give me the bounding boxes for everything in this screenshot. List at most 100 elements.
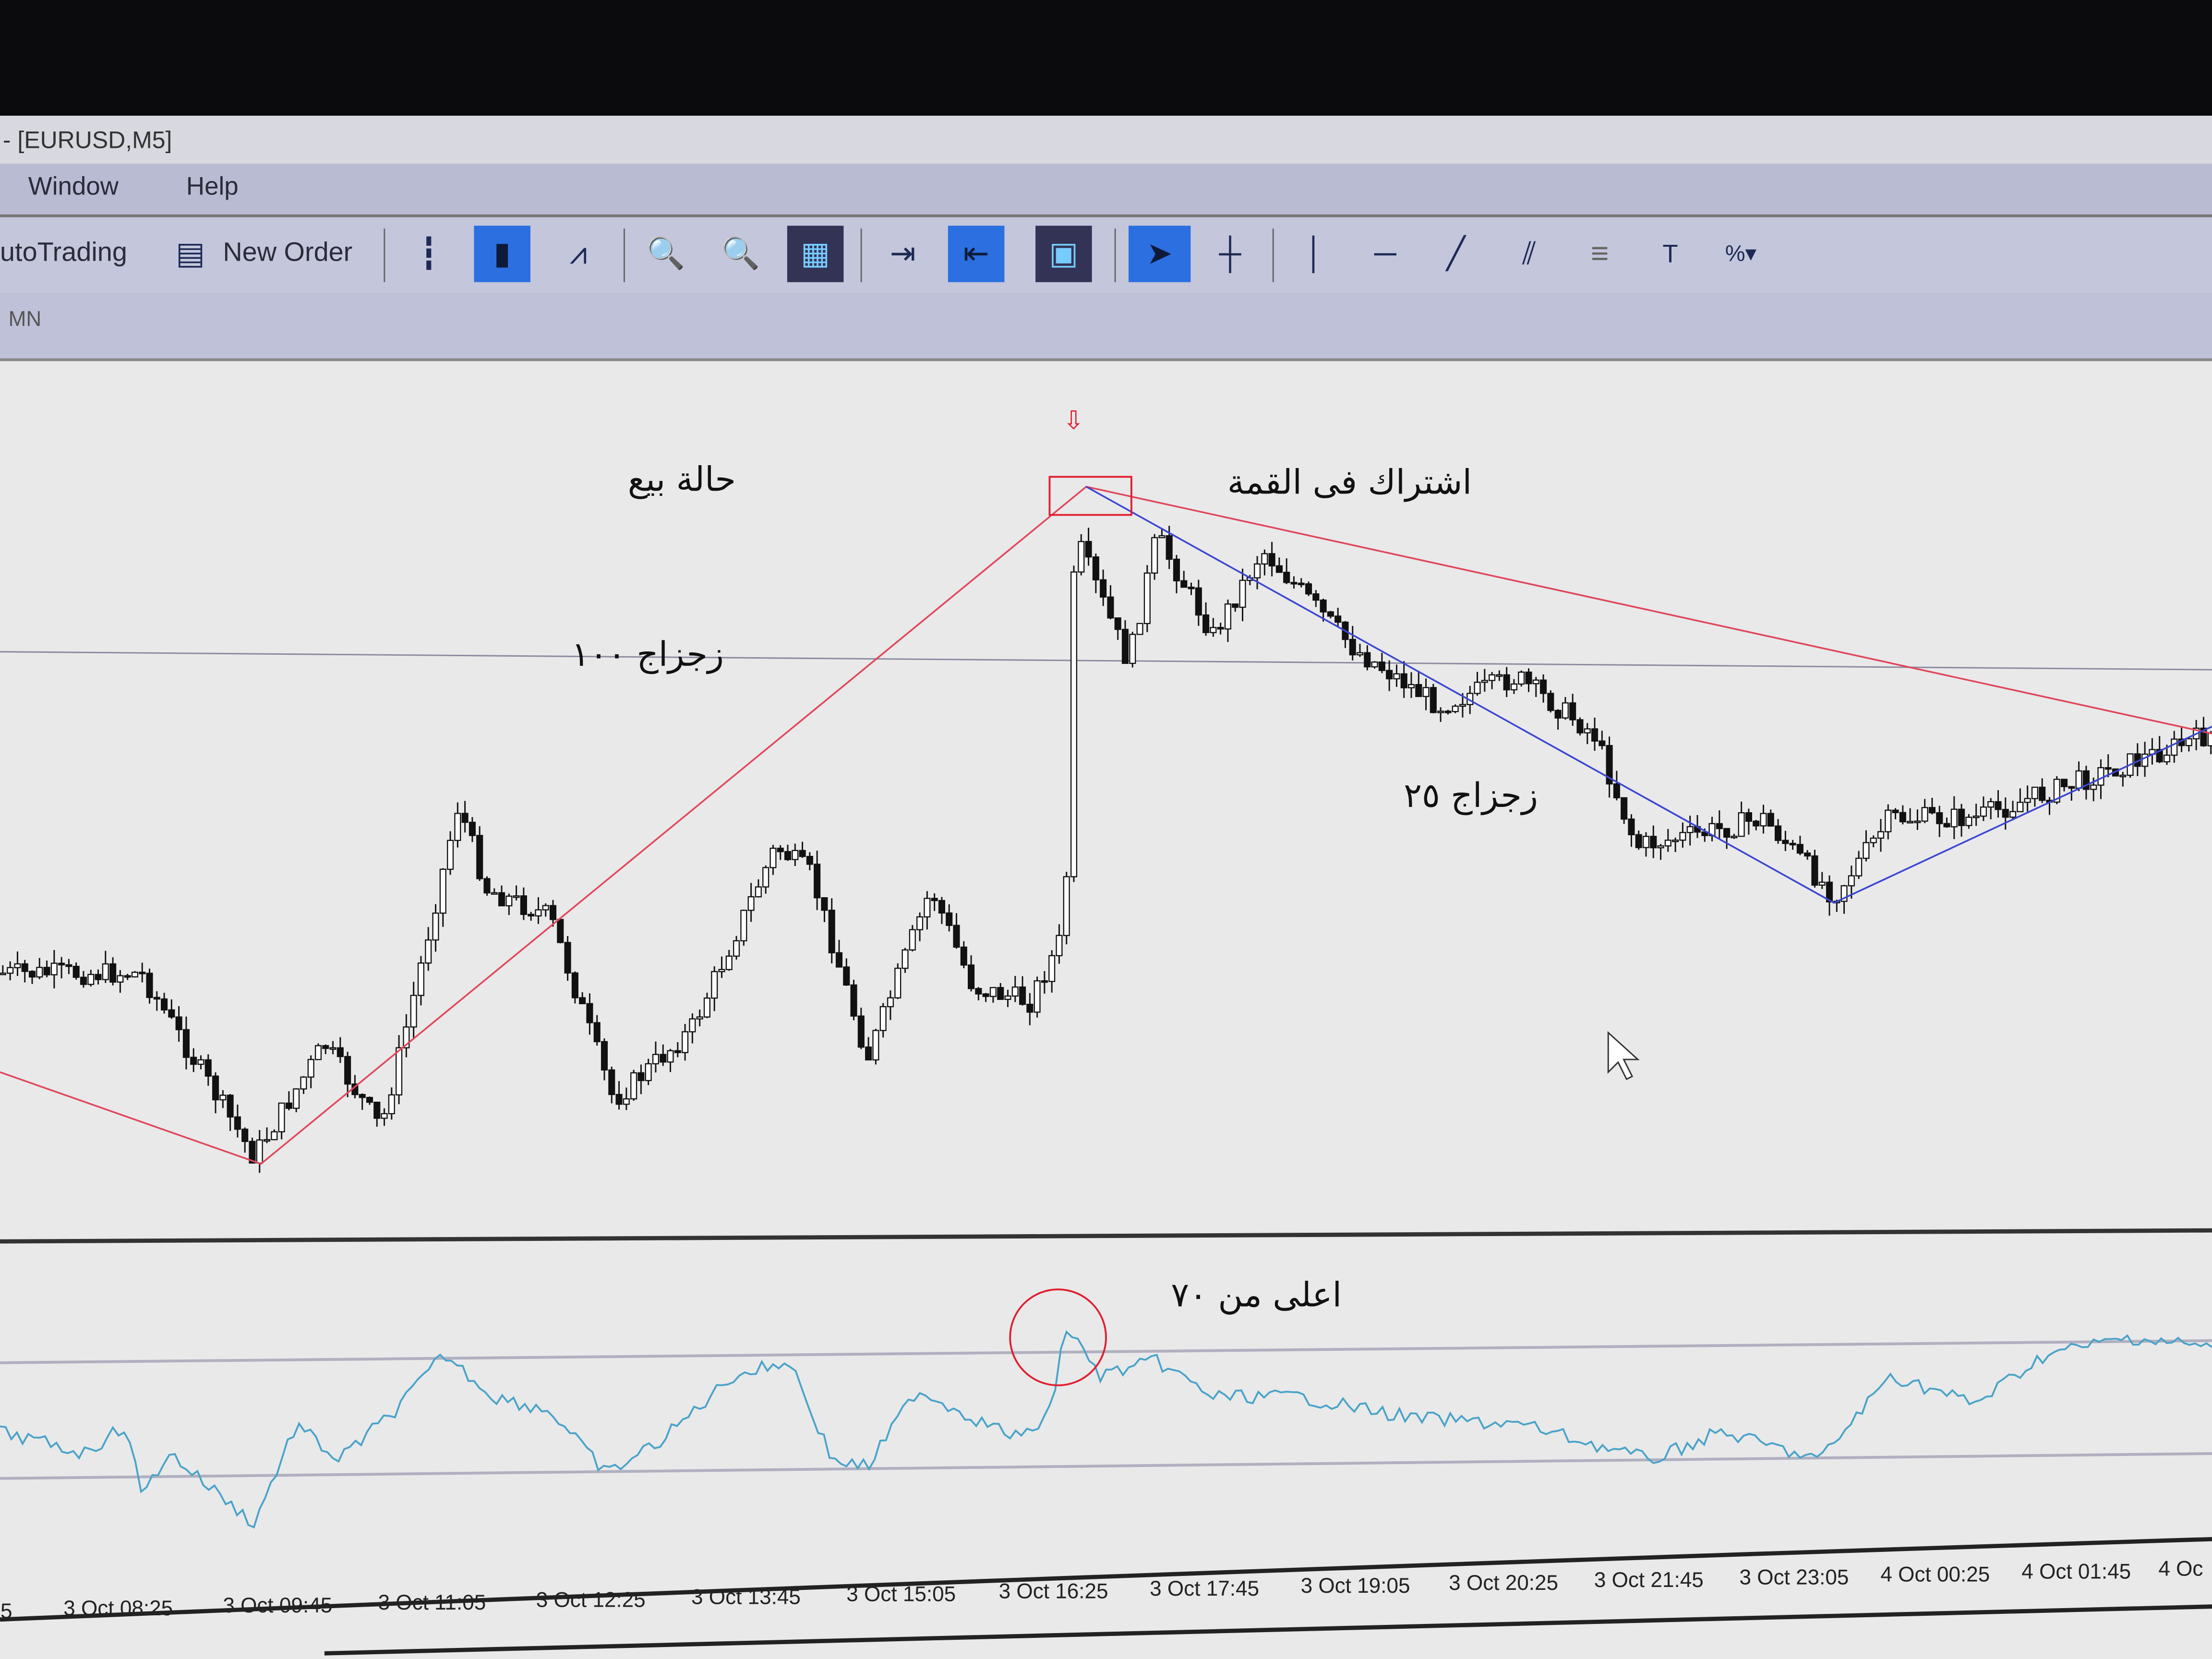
time-axis-label: 3 Oct 20:25 [1449, 1571, 1559, 1596]
candle-body [483, 878, 491, 894]
candle-body [1121, 628, 1129, 664]
zoom-in-icon[interactable]: 🔍 [646, 235, 685, 271]
tile-windows-icon[interactable]: ▦ [787, 226, 844, 282]
candle-body [1804, 852, 1811, 857]
candle-body [307, 1058, 314, 1078]
trendline-icon[interactable]: ╱ [1446, 235, 1466, 271]
candle-body [1474, 682, 1481, 694]
candle-body [50, 962, 58, 975]
candle-body [982, 993, 989, 997]
candle-body [153, 997, 160, 1000]
arrows-menu-icon[interactable]: %▾ [1725, 242, 1757, 267]
candle-body [117, 975, 124, 983]
candle-body [439, 868, 446, 914]
candle-body [1679, 832, 1686, 841]
candle-body [1019, 986, 1026, 1005]
candle-body [784, 851, 792, 860]
time-axis-label: 3 Oct 13:45 [691, 1586, 801, 1610]
candle-body [1599, 740, 1606, 746]
autotrading-button[interactable]: utoTrading [0, 238, 127, 268]
candle-body [1972, 815, 1980, 818]
candle-body [953, 925, 960, 948]
fibonacci-icon[interactable]: ≡ [1590, 235, 1609, 271]
candle-body [1305, 583, 1312, 595]
candle-body [72, 965, 80, 978]
chart-window[interactable]: ⇩ حالة بيع اشتراك فى القمة زجزاج ١٠٠ زجز… [0, 361, 2212, 1659]
candle-body [322, 1045, 329, 1049]
candle-body [601, 1041, 608, 1071]
candle-body [1716, 823, 1723, 830]
candle-body [902, 949, 909, 969]
candle-body [1863, 842, 1870, 859]
candle-body [1444, 710, 1452, 713]
candle-body [549, 905, 557, 920]
timeframe-bar: MN [0, 293, 2212, 361]
candle-body [1173, 558, 1180, 582]
candle-body [1202, 614, 1210, 633]
scrollbar-edge[interactable] [324, 1604, 2212, 1656]
candle-body [146, 973, 153, 998]
time-axis-label: 3 Oct 15:05 [846, 1583, 956, 1607]
candle-body [109, 963, 117, 983]
candle-body [197, 1059, 204, 1065]
candle-body [241, 1129, 249, 1142]
candle-body [1701, 831, 1708, 836]
candle-body [828, 910, 835, 953]
candle-body [21, 963, 28, 972]
line-chart-icon[interactable]: ⩘ [569, 235, 588, 271]
candle-body [703, 998, 710, 1018]
bar-chart-icon[interactable]: ┇ [419, 235, 438, 271]
candle-body [168, 1009, 175, 1018]
candle-body [1407, 684, 1415, 688]
text-icon[interactable]: T [1662, 239, 1678, 267]
candle-body [857, 1015, 865, 1048]
annotation-above-70: اعلى من ٧٠ [1171, 1275, 1342, 1315]
zigzag-100-line [0, 485, 2212, 1165]
equidistant-channel-icon[interactable]: ⫽ [1522, 235, 1537, 271]
candle-body [1034, 980, 1041, 1013]
horizontal-line-icon[interactable]: ─ [1374, 235, 1396, 271]
candle-body [337, 1047, 344, 1058]
candle-body [1782, 840, 1789, 844]
candle-body [256, 1139, 263, 1164]
candle-body [2090, 784, 2097, 790]
candle-body [87, 974, 95, 985]
candle-body [1840, 885, 1848, 902]
templates-icon[interactable]: ▣ [1035, 226, 1092, 282]
candle-body [821, 897, 828, 911]
vertical-line-icon[interactable]: │ [1305, 235, 1325, 271]
candle-body [968, 964, 975, 989]
candle-body [1481, 680, 1488, 683]
candle-body [1928, 807, 1936, 814]
rsi-highlight-circle [1009, 1288, 1107, 1386]
candle-body [535, 909, 542, 917]
candle-body [2017, 802, 2024, 812]
cursor-icon[interactable]: ➤ [1129, 226, 1191, 282]
candle-body [505, 895, 513, 907]
autoscroll-icon[interactable]: ⇤ [948, 226, 1005, 282]
candle-body [263, 1139, 271, 1142]
candle-body [1518, 672, 1525, 685]
menu-help[interactable]: Help [186, 172, 239, 201]
new-order-icon[interactable]: ▤ [176, 235, 205, 271]
candle-body [946, 912, 953, 926]
zoom-out-icon[interactable]: 🔍 [721, 235, 760, 271]
candle-body [1826, 881, 1833, 902]
chart-shift-icon[interactable]: ⇥ [890, 235, 916, 271]
candle-body [725, 955, 733, 970]
new-order-button[interactable]: New Order [223, 238, 353, 268]
menu-window[interactable]: Window [28, 172, 119, 201]
candle-body [2002, 809, 2009, 818]
candle-body [2031, 786, 2038, 799]
candle-body [249, 1141, 256, 1164]
candle-body [2207, 733, 2212, 746]
time-axis-label: 3 Oct 11:05 [378, 1591, 486, 1615]
timeframe-mn[interactable]: MN [8, 307, 42, 332]
candle-body [1063, 876, 1070, 936]
candle-body [1180, 580, 1188, 588]
candle-body [879, 1006, 887, 1031]
candle-body [835, 952, 843, 968]
candle-body [2060, 779, 2068, 787]
candlestick-chart-icon[interactable]: ▮ [474, 226, 530, 282]
crosshair-icon[interactable]: ┼ [1219, 235, 1241, 271]
